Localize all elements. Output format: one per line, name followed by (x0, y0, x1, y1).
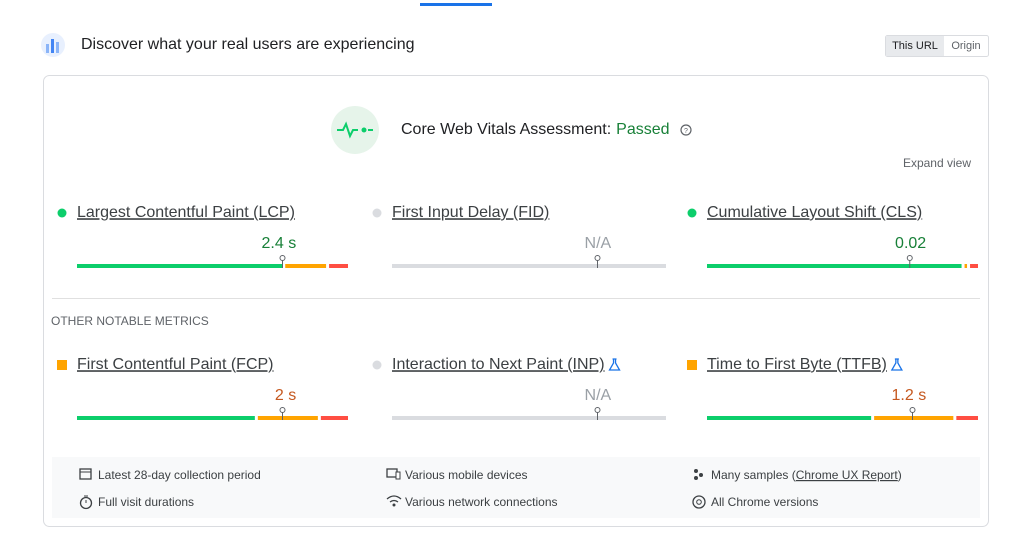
footer-icon-chrome (692, 495, 706, 509)
experimental-icon (608, 358, 621, 371)
metric-name[interactable]: First Contentful Paint (FCP) (77, 356, 274, 373)
p75-marker-head (279, 407, 286, 413)
assessment: Core Web Vitals Assessment: Passed (401, 121, 670, 138)
rating-dot (372, 208, 382, 218)
footer-item: Latest 28-day collection period (98, 468, 261, 482)
assessment-label: Core Web Vitals Assessment: (401, 121, 611, 138)
metric-name[interactable]: Largest Contentful Paint (LCP) (77, 204, 295, 221)
metric-value: 2.4 s (262, 235, 297, 252)
p75-marker-head (594, 255, 601, 261)
bar-segment (707, 416, 872, 420)
bar-segment (77, 416, 255, 420)
bar-segment (285, 264, 327, 268)
bar-empty (392, 264, 666, 268)
tab-selected[interactable] (886, 36, 944, 56)
section-heading: OTHER NOTABLE METRICS (51, 314, 209, 328)
footer-item: Full visit durations (98, 495, 194, 509)
p75-marker-head (279, 255, 286, 261)
assessment-icon (331, 106, 379, 154)
card (43, 75, 989, 527)
p75-marker-head (594, 407, 601, 413)
footer-text: Latest 28-day collection period (98, 468, 261, 482)
tab[interactable]: This URL (892, 40, 938, 52)
metric-value: N/A (585, 387, 612, 404)
rating-dot (57, 208, 67, 218)
footer-text: Various network connections (405, 495, 558, 509)
expand-view[interactable]: Expand view (903, 156, 971, 170)
footer-item: All Chrome versions (711, 495, 818, 509)
bar-segment (964, 264, 968, 268)
active-tab-indicator (420, 3, 492, 6)
footer-icon-devices (386, 468, 401, 480)
p75-marker-head (909, 407, 916, 413)
metric-value: 1.2 s (892, 387, 927, 404)
footer-box (52, 457, 980, 518)
crux-icon (41, 33, 65, 57)
rating-dot (372, 360, 382, 370)
tab[interactable]: Origin (951, 40, 980, 52)
rating-square (687, 360, 697, 370)
footer-icon-timer (79, 495, 93, 510)
footer-item: Various network connections (405, 495, 558, 509)
bar-segment (707, 264, 962, 268)
footer-text: Various mobile devices (405, 468, 528, 482)
bar-segment (77, 264, 283, 268)
footer-text: Many samples ( (711, 468, 796, 482)
bar-segment (956, 416, 978, 420)
metric-name[interactable]: Interaction to Next Paint (INP) (392, 356, 605, 373)
footer-icon-calendar (79, 468, 92, 480)
metric-value: 2 s (275, 387, 296, 404)
metric-value: N/A (585, 235, 612, 252)
bar-segment (329, 264, 348, 268)
metric-name[interactable]: Time to First Byte (TTFB) (707, 356, 887, 373)
rating-square (57, 360, 67, 370)
svg-text:?: ? (684, 128, 688, 135)
metric-name[interactable]: First Input Delay (FID) (392, 204, 549, 221)
footer-link[interactable]: Chrome UX Report (796, 468, 899, 482)
bar-segment (257, 416, 318, 420)
section-title: Discover what your real users are experi… (81, 36, 414, 53)
footer-text: All Chrome versions (711, 495, 818, 509)
bar-segment (320, 416, 348, 420)
bar-empty (392, 416, 666, 420)
assessment-status: Passed (616, 121, 669, 138)
help-icon[interactable]: ? (680, 124, 692, 136)
footer-item: Many samples (Chrome UX Report) (711, 468, 902, 482)
bar-segment (874, 416, 954, 420)
rating-dot (687, 208, 697, 218)
footer-icon-samples (694, 469, 703, 480)
metric-value: 0.02 (895, 235, 926, 252)
metric-name[interactable]: Cumulative Layout Shift (CLS) (707, 204, 922, 221)
footer-text: ) (898, 468, 902, 482)
bar-segment (970, 264, 978, 268)
experimental-icon (890, 358, 903, 371)
footer-text: Full visit durations (98, 495, 194, 509)
p75-marker-head (906, 255, 913, 261)
footer-icon-wifi (386, 495, 402, 507)
footer-item: Various mobile devices (405, 468, 528, 482)
